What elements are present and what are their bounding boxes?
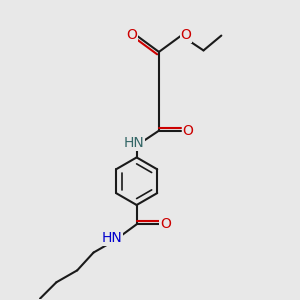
Text: O: O [180,28,191,42]
Text: HN: HN [102,231,122,245]
Text: O: O [182,124,193,138]
Text: O: O [160,217,171,231]
Text: O: O [127,28,138,42]
Text: HN: HN [124,136,145,150]
